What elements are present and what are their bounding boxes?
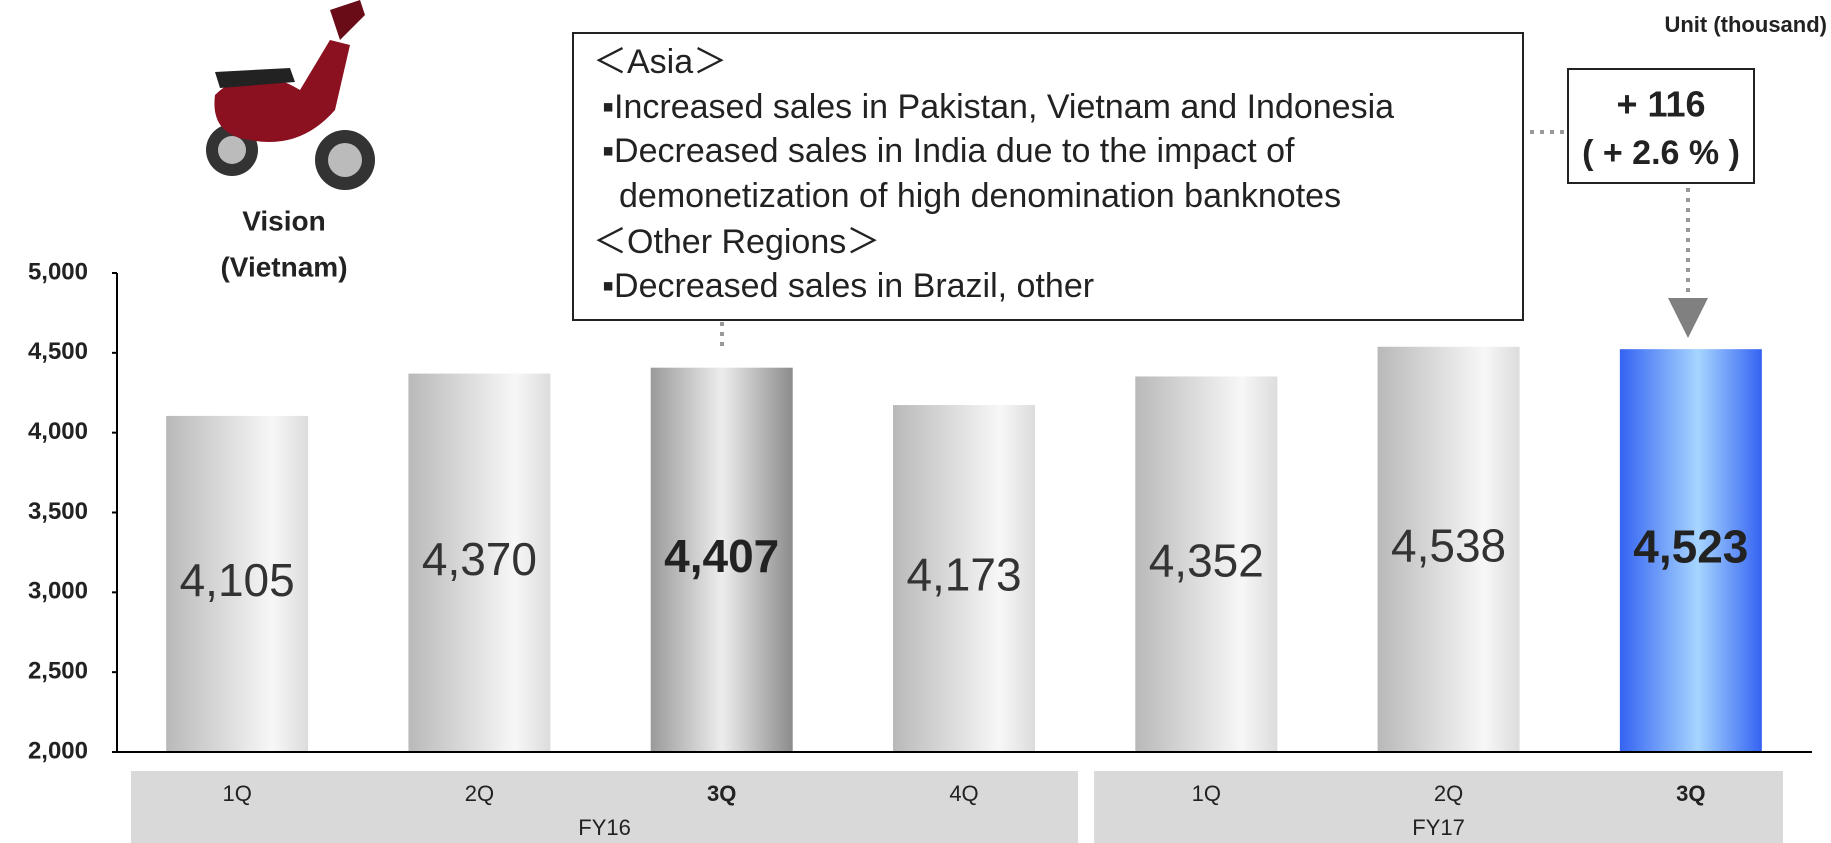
value-label: 4,352 bbox=[1149, 534, 1264, 586]
x-tick-label: 1Q bbox=[1192, 781, 1221, 806]
x-tick-label: 2Q bbox=[1434, 781, 1463, 806]
x-tick-label: 2Q bbox=[465, 781, 494, 806]
value-label: 4,105 bbox=[180, 554, 295, 606]
y-tick-label: 3,000 bbox=[28, 578, 88, 605]
chart: Vision (Vietnam) Unit (thousand) ＜Asia＞ ▪… bbox=[0, 0, 1831, 843]
y-tick-label: 2,500 bbox=[28, 658, 88, 685]
x-tick-label: 4Q bbox=[949, 781, 978, 806]
y-tick-label: 5,000 bbox=[28, 258, 88, 285]
y-tick-label: 4,000 bbox=[28, 418, 88, 445]
annotation-line: ▪Decreased sales in India due to the imp… bbox=[602, 132, 1295, 170]
value-label: 4,523 bbox=[1633, 521, 1748, 573]
value-label: 4,407 bbox=[664, 530, 779, 582]
annotation-line: ▪Decreased sales in Brazil, other bbox=[602, 267, 1094, 305]
value-label: 4,370 bbox=[422, 533, 537, 585]
annotation-line: ＜Asia＞ bbox=[593, 43, 727, 81]
x-tick-label: 1Q bbox=[222, 781, 251, 806]
value-label: 4,538 bbox=[1391, 520, 1506, 572]
y-tick-label: 3,500 bbox=[28, 498, 88, 525]
group-label: FY17 bbox=[1412, 815, 1465, 840]
image-caption: Vision bbox=[242, 205, 326, 236]
scooter-image bbox=[206, 0, 375, 190]
x-tick-label: 3Q bbox=[1676, 781, 1705, 806]
group-label: FY16 bbox=[578, 815, 631, 840]
annotation-line: ▪Increased sales in Pakistan, Vietnam an… bbox=[602, 88, 1394, 126]
change-percent: ( + 2.6 % ) bbox=[1582, 134, 1740, 172]
annotation-line: ＜Other Regions＞ bbox=[593, 223, 880, 261]
change-value: + 116 bbox=[1616, 84, 1705, 125]
y-tick-label: 4,500 bbox=[28, 338, 88, 365]
unit-label: Unit (thousand) bbox=[1664, 12, 1827, 37]
image-caption: (Vietnam) bbox=[220, 251, 347, 282]
x-tick-label: 3Q bbox=[707, 781, 736, 806]
value-label: 4,173 bbox=[906, 549, 1021, 601]
page: {"chart_data": {"type": "bar", "unit": "… bbox=[0, 0, 1831, 843]
y-tick-label: 2,000 bbox=[28, 737, 88, 764]
annotation-line: demonetization of high denomination bank… bbox=[619, 177, 1341, 215]
